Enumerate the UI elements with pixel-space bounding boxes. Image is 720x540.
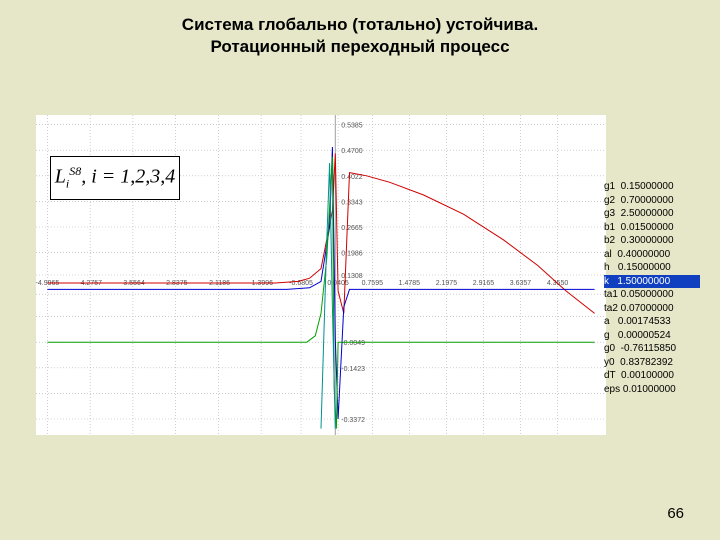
param-al: al 0.40000000 (604, 248, 700, 262)
param-b2: b2 0.30000000 (604, 234, 700, 248)
page-number: 66 (667, 505, 684, 522)
svg-text:0.4700: 0.4700 (341, 148, 363, 155)
param-g3: g3 2.50000000 (604, 207, 700, 221)
param-y0: y0 0.83782392 (604, 356, 700, 370)
parameter-list: g1 0.15000000g2 0.70000000g3 2.50000000b… (604, 180, 700, 396)
svg-text:0.7595: 0.7595 (362, 280, 384, 287)
param-g1: g1 0.15000000 (604, 180, 700, 194)
svg-text:2.1975: 2.1975 (436, 280, 458, 287)
svg-text:2.9165: 2.9165 (473, 280, 495, 287)
svg-text:0.3343: 0.3343 (341, 199, 363, 206)
param-eps: eps 0.01000000 (604, 383, 700, 397)
svg-text:1.4785: 1.4785 (399, 280, 421, 287)
param-h: h 0.15000000 (604, 261, 700, 275)
param-a: a 0.00174533 (604, 315, 700, 329)
svg-text:-0.0049: -0.0049 (341, 340, 365, 347)
svg-text:0.1986: 0.1986 (341, 251, 363, 258)
svg-text:0.2665: 0.2665 (341, 225, 363, 232)
param-k: k 1.50000000 (604, 275, 700, 289)
param-dT: dT 0.00100000 (604, 369, 700, 383)
title-line-2: Ротационный переходный процесс (210, 37, 509, 56)
title-line-1: Система глобально (тотально) устойчива. (182, 15, 538, 34)
param-g: g 0.00000524 (604, 329, 700, 343)
formula-box: LiS8, i = 1,2,3,4 (50, 156, 180, 200)
svg-text:0.1308: 0.1308 (341, 273, 363, 280)
param-g0: g0 -0.76115850 (604, 342, 700, 356)
param-ta1: ta1 0.05000000 (604, 288, 700, 302)
svg-text:3.6357: 3.6357 (510, 280, 532, 287)
svg-text:-0.3372: -0.3372 (341, 417, 365, 424)
param-g2: g2 0.70000000 (604, 194, 700, 208)
slide-title: Система глобально (тотально) устойчива. … (0, 14, 720, 58)
svg-text:0.5385: 0.5385 (341, 123, 363, 130)
param-ta2: ta2 0.07000000 (604, 302, 700, 316)
param-b1: b1 0.01500000 (604, 221, 700, 235)
svg-text:-0.1423: -0.1423 (341, 366, 365, 373)
